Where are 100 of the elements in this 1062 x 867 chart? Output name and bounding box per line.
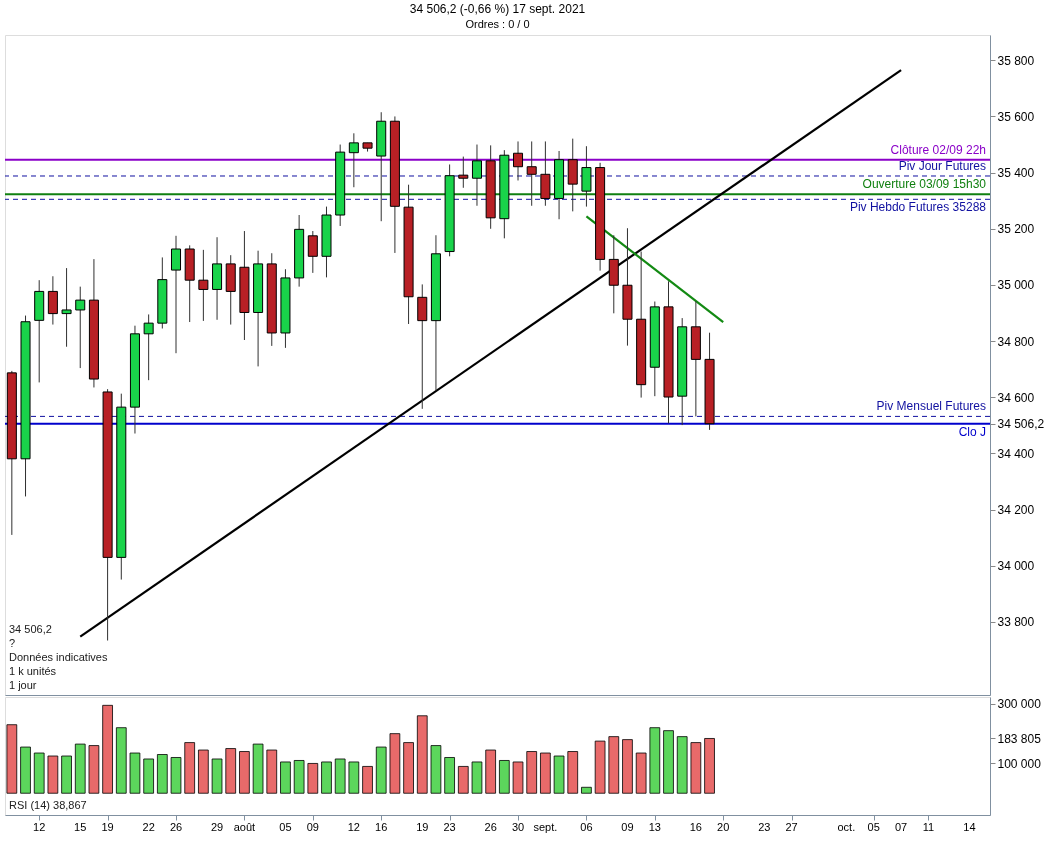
- bar: [115, 727, 127, 794]
- x-tick-label: 13: [648, 821, 661, 833]
- x-tick-label: 23: [758, 821, 771, 833]
- x-tick-label: 05: [867, 821, 880, 833]
- bar: [416, 715, 428, 794]
- x-tick-label: 26: [169, 821, 183, 833]
- x-tick-label: 30: [511, 821, 525, 833]
- x-tick-label: 19: [101, 821, 114, 833]
- x-tick-label: 15: [74, 821, 87, 833]
- bar: [485, 749, 496, 794]
- bar: [266, 749, 278, 794]
- bar: [444, 757, 455, 794]
- candlestick: [143, 313, 154, 381]
- x-tick-label: 29: [210, 821, 224, 833]
- y-tick-label: 34 000: [997, 559, 1035, 574]
- candlestick: [198, 249, 209, 322]
- annotation: ?: [9, 637, 16, 649]
- x-tick-label: 16: [375, 821, 388, 833]
- x-tick-label: 16: [689, 821, 702, 833]
- bar: [102, 704, 113, 794]
- bar: [457, 766, 469, 794]
- x-tick-label: 05: [279, 821, 292, 833]
- annotation: RSI (14) 38,867: [9, 799, 87, 811]
- bar: [321, 761, 332, 794]
- x-tick-label: 26: [484, 821, 497, 833]
- ref-line-label: Piv Hebdo Futures 35288: [849, 200, 987, 215]
- candlestick: [458, 156, 469, 189]
- x-tick-label: 09: [306, 821, 319, 833]
- bar: [211, 758, 223, 794]
- bar: [581, 786, 592, 794]
- chart-title: 34 506,2 (-0,66 %) 17 sept. 2021: [409, 2, 586, 16]
- y-tick-label: 183 805: [997, 731, 1042, 746]
- ref-line-label: Clôture 02/09 22h: [890, 142, 986, 157]
- bar: [635, 752, 647, 794]
- candlestick: [348, 132, 359, 188]
- bar: [143, 758, 154, 794]
- x-tick-label: 09: [621, 821, 634, 833]
- bar: [622, 739, 633, 794]
- ref-line-label: Ouverture 03/09 15h30: [862, 177, 987, 192]
- bar: [499, 760, 510, 794]
- bar: [526, 751, 538, 794]
- bar: [403, 742, 414, 794]
- y-tick-label: 35 000: [997, 278, 1035, 293]
- bar: [129, 752, 141, 794]
- candlestick: [61, 267, 72, 348]
- bar: [198, 749, 209, 794]
- y-tick-label: 35 800: [997, 53, 1035, 68]
- bar: [307, 763, 319, 794]
- annotation: 1 k unités: [9, 665, 57, 677]
- annotation: Données indicatives: [9, 651, 108, 663]
- x-tick-label: 23: [443, 821, 456, 833]
- bar: [540, 752, 551, 794]
- bar: [33, 752, 45, 794]
- bar: [225, 748, 237, 794]
- x-tick-label: 06: [580, 821, 593, 833]
- bar: [184, 742, 196, 794]
- annotation: 1 jour: [9, 679, 37, 691]
- bar: [157, 754, 168, 794]
- bar: [567, 751, 579, 794]
- ref-line-label: Piv Jour Futures: [898, 158, 986, 173]
- candlestick: [526, 140, 537, 207]
- y-tick-label: 35 200: [997, 222, 1035, 237]
- y-tick-label: 35 600: [997, 109, 1035, 124]
- x-tick-label: oct.: [837, 821, 856, 833]
- ref-line-label: Piv Mensuel Futures: [876, 399, 986, 414]
- y-tick-label: 34 400: [997, 446, 1035, 461]
- bar: [280, 761, 291, 794]
- y-tick-label: 35 400: [997, 166, 1035, 181]
- bar: [170, 757, 182, 794]
- x-tick-label: 20: [717, 821, 730, 833]
- x-tick-label: 12: [347, 821, 360, 833]
- bar: [348, 761, 360, 794]
- bar: [608, 736, 620, 794]
- x-tick-label: août: [233, 821, 256, 833]
- bar: [430, 745, 442, 794]
- bar: [375, 746, 387, 794]
- x-tick-label: 07: [894, 821, 908, 833]
- bar: [61, 755, 72, 794]
- bar: [20, 746, 31, 794]
- y-tick-label: 34 600: [997, 390, 1035, 405]
- y-tick-label: 34 506,2: [997, 417, 1045, 432]
- bar: [676, 736, 688, 794]
- bar: [6, 724, 18, 794]
- bar: [362, 766, 373, 794]
- bar: [663, 730, 674, 794]
- x-tick-label: 27: [785, 821, 798, 833]
- bar: [47, 755, 59, 794]
- bar: [649, 727, 661, 794]
- bar: [252, 743, 264, 794]
- candlestick: [471, 144, 482, 207]
- bar: [704, 738, 715, 794]
- bar: [74, 743, 86, 794]
- candlestick: [307, 230, 318, 274]
- x-tick-label: 11: [922, 821, 935, 833]
- y-tick-label: 100 000: [997, 756, 1042, 771]
- bar: [88, 745, 100, 794]
- bar: [690, 742, 702, 794]
- x-tick-label: 22: [142, 821, 155, 833]
- candlestick: [581, 145, 592, 208]
- candlestick: [170, 235, 182, 354]
